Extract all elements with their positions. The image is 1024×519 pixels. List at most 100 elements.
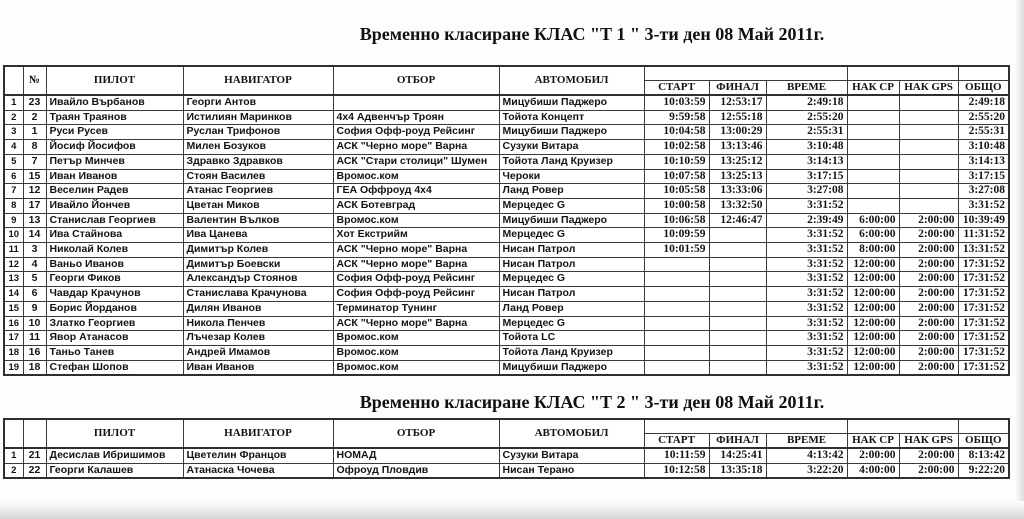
cell-navigator: Истилиян Маринков xyxy=(182,109,334,126)
cell-time: 3:31:52 xyxy=(765,197,848,214)
cell-car: Мерцедес G xyxy=(498,227,645,244)
cell-navigator: Георги Антов xyxy=(182,94,334,111)
col-header-car: АВТОМОБИЛ xyxy=(498,418,645,449)
cell-team: АСК Ботевград xyxy=(332,197,500,214)
cell-finish: 12:46:47 xyxy=(708,212,767,229)
cell-pen-gps xyxy=(898,153,959,170)
cell-finish: 13:32:50 xyxy=(708,197,767,214)
header-row: ПИЛОТ НАВИГАТОР ОТБОР АВТОМОБИЛ xyxy=(3,418,1010,449)
cell-pilot: Десислав Ибришимов xyxy=(45,447,184,464)
cell-total: 2:55:20 xyxy=(957,109,1010,126)
cell-finish xyxy=(708,300,767,317)
cell-time: 3:31:52 xyxy=(765,242,848,258)
cell-team: АСК "Черно море" Варна xyxy=(332,242,500,258)
cell-pos: 1 xyxy=(3,94,24,111)
cell-pen-ss xyxy=(846,139,900,155)
cell-navigator: Димитър Боевски xyxy=(182,256,334,273)
cell-time: 3:31:52 xyxy=(765,315,848,332)
cell-pilot: Станислав Георгиев xyxy=(45,212,184,229)
cell-total: 17:31:52 xyxy=(957,271,1010,288)
cell-finish: 13:13:46 xyxy=(708,139,767,155)
table-row: 16 10 Златко Георгиев Никола Пенчев АСК "Чер… xyxy=(3,315,1010,332)
col-header-pen-ss: НАК СР xyxy=(846,433,900,449)
cell-pos: 17 xyxy=(3,330,24,346)
cell-pen-ss: 12:00:00 xyxy=(846,256,900,273)
cell-start: 10:03:59 xyxy=(643,94,710,111)
cell-pen-ss xyxy=(846,124,900,141)
cell-total: 3:14:13 xyxy=(957,153,1010,170)
cell-pen-gps xyxy=(898,168,959,185)
cell-pen-gps: 2:00:00 xyxy=(898,242,959,258)
cell-pen-ss xyxy=(846,94,900,111)
cell-finish: 12:53:17 xyxy=(708,94,767,111)
cell-pen-gps: 2:00:00 xyxy=(898,286,959,302)
cell-total: 17:31:52 xyxy=(957,344,1010,361)
cell-time: 2:49:18 xyxy=(765,94,848,111)
cell-navigator: Стоян Василев xyxy=(182,168,334,185)
cell-pen-gps: 2:00:00 xyxy=(898,227,959,244)
cell-pos: 15 xyxy=(3,300,24,317)
cell-time: 3:22:20 xyxy=(765,462,848,479)
cell-num: 6 xyxy=(22,286,47,302)
cell-pos: 13 xyxy=(3,271,24,288)
col-header-time: ВРЕМЕ xyxy=(765,80,848,96)
cell-pos: 3 xyxy=(3,124,24,141)
cell-pilot: Георги Фиков xyxy=(45,271,184,288)
col-header-num xyxy=(22,418,47,449)
cell-start xyxy=(643,359,710,376)
cell-car: Ланд Ровер xyxy=(498,300,645,317)
cell-num: 13 xyxy=(22,212,47,229)
cell-car: Мицубиши Паджеро xyxy=(498,359,645,376)
cell-pos: 1 xyxy=(3,447,24,464)
cell-pilot: Чавдар Крачунов xyxy=(45,286,184,302)
cell-total: 17:31:52 xyxy=(957,286,1010,302)
cell-navigator: Андрей Имамов xyxy=(182,344,334,361)
cell-num: 17 xyxy=(22,197,47,214)
col-header-pen-ss: НАК СР xyxy=(846,80,900,96)
cell-pilot: Руси Русев xyxy=(45,124,184,141)
cell-start: 10:00:58 xyxy=(643,197,710,214)
cell-pen-gps: 2:00:00 xyxy=(898,462,959,479)
cell-team: Хот Екстрийм xyxy=(332,227,500,244)
cell-num: 16 xyxy=(22,344,47,361)
class-t1-table: № ПИЛОТ НАВИГАТОР ОТБОР АВТОМОБИЛ СТАРТ ФИНАЛ В… xyxy=(3,65,1011,377)
header-spacer xyxy=(957,418,1010,434)
cell-start: 9:59:58 xyxy=(643,109,710,126)
cell-num: 15 xyxy=(22,168,47,185)
cell-num: 23 xyxy=(22,94,47,111)
cell-time: 3:31:52 xyxy=(765,330,848,346)
cell-pen-ss: 12:00:00 xyxy=(846,271,900,288)
col-header-team: ОТБОР xyxy=(332,418,500,449)
table-row: 19 18 Стефан Шопов Иван Иванов Вромос.ком Миц… xyxy=(3,359,1010,376)
cell-car: Нисан Патрол xyxy=(498,242,645,258)
cell-team: Вромос.ком xyxy=(332,168,500,185)
cell-navigator: Димитър Колев xyxy=(182,242,334,258)
table-row: 5 7 Петър Минчев Здравко Здравков АСК "Стари… xyxy=(3,153,1010,170)
cell-pen-gps xyxy=(898,183,959,199)
cell-finish: 13:35:18 xyxy=(708,462,767,479)
cell-pilot: Петър Минчев xyxy=(45,153,184,170)
header-spacer xyxy=(846,418,959,434)
cell-num: 5 xyxy=(22,271,47,288)
cell-start: 10:07:58 xyxy=(643,168,710,185)
cell-time: 3:27:08 xyxy=(765,183,848,199)
cell-time: 3:31:52 xyxy=(765,256,848,273)
class-t1-title: Временно класиране КЛАС "Т 1 " 3-ти ден … xyxy=(359,24,825,44)
cell-car: Мицубиши Паджеро xyxy=(498,212,645,229)
header-spacer xyxy=(643,418,848,434)
cell-car: Нисан Патрол xyxy=(498,286,645,302)
cell-team: Вромос.ком xyxy=(332,344,500,361)
cell-car: Мерцедес G xyxy=(498,271,645,288)
cell-navigator: Здравко Здравков xyxy=(182,153,334,170)
cell-time: 2:55:20 xyxy=(765,109,848,126)
table-row: 11 3 Николай Колев Димитър Колев АСК "Черно … xyxy=(3,242,1010,258)
cell-pen-gps: 2:00:00 xyxy=(898,212,959,229)
cell-pos: 18 xyxy=(3,344,24,361)
cell-team: АСК "Черно море" Варна xyxy=(332,256,500,273)
cell-pen-gps: 2:00:00 xyxy=(898,447,959,464)
cell-pen-gps: 2:00:00 xyxy=(898,315,959,332)
cell-pos: 5 xyxy=(3,153,24,170)
cell-pilot: Таньо Танев xyxy=(45,344,184,361)
cell-car: Сузуки Витара xyxy=(498,447,645,464)
cell-total: 3:10:48 xyxy=(957,139,1010,155)
